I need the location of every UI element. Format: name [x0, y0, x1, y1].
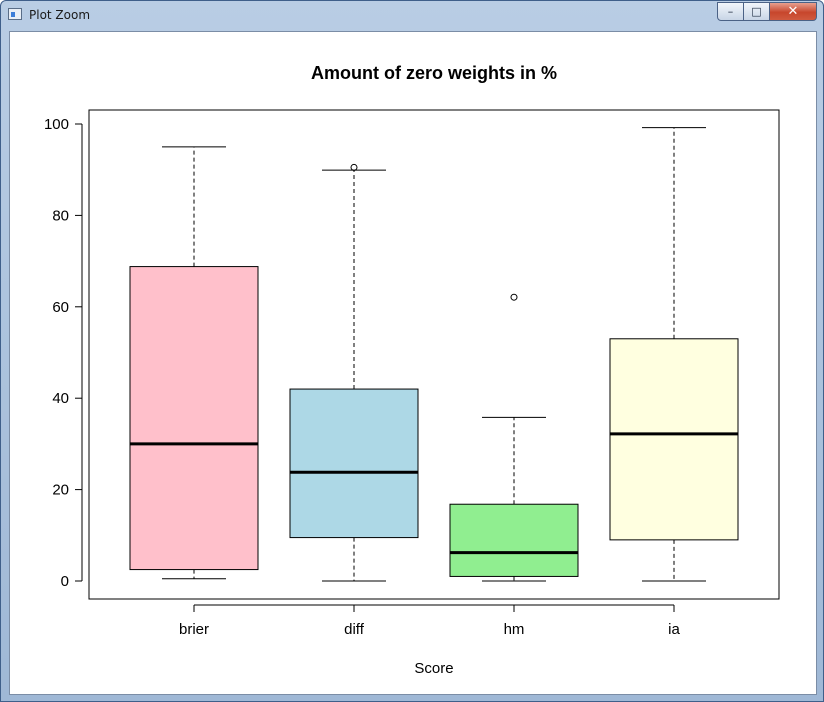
minimize-button[interactable]: – [717, 2, 744, 21]
y-tick-label-40: 40 [52, 390, 69, 407]
box-diff [289, 163, 419, 582]
chart-title: Amount of zero weights in % [311, 63, 557, 83]
x-tick-label-brier: brier [179, 621, 209, 638]
iqr-box-brier [129, 266, 259, 571]
box-hm [449, 293, 579, 582]
boxes-layer [129, 127, 739, 582]
title-bar[interactable]: Plot Zoom – □ ✕ [1, 1, 823, 30]
y-tick-label-80: 80 [52, 207, 69, 224]
boxplot-chart: Amount of zero weights in % Score 0 20 40 6… [44, 63, 780, 677]
x-tick-label-diff: diff [344, 621, 365, 638]
iqr-box-ia [609, 338, 739, 541]
y-axis: 0 20 40 60 80 100 [44, 116, 83, 590]
x-tick-label-hm: hm [504, 621, 525, 638]
x-axis-label: Score [414, 660, 453, 677]
outlier-hm-0 [510, 293, 518, 301]
plot-frame [88, 109, 780, 600]
app-window-icon [8, 8, 22, 20]
y-tick-label-100: 100 [44, 116, 69, 133]
y-tick-label-20: 20 [52, 482, 69, 499]
box-ia [609, 127, 739, 582]
close-button[interactable]: ✕ [769, 2, 817, 21]
plot-area: Amount of zero weights in % Score 0 20 40 6… [9, 31, 817, 695]
y-tick-label-60: 60 [52, 299, 69, 316]
iqr-box-hm [449, 503, 579, 577]
x-tick-label-ia: ia [668, 621, 680, 638]
window-title: Plot Zoom [29, 8, 91, 22]
iqr-box-diff [289, 388, 419, 539]
outlier-diff-0 [350, 163, 358, 171]
y-tick-label-0: 0 [61, 573, 69, 590]
maximize-button[interactable]: □ [743, 2, 770, 21]
box-brier [129, 146, 259, 580]
x-axis: brier diff hm ia [179, 604, 680, 638]
